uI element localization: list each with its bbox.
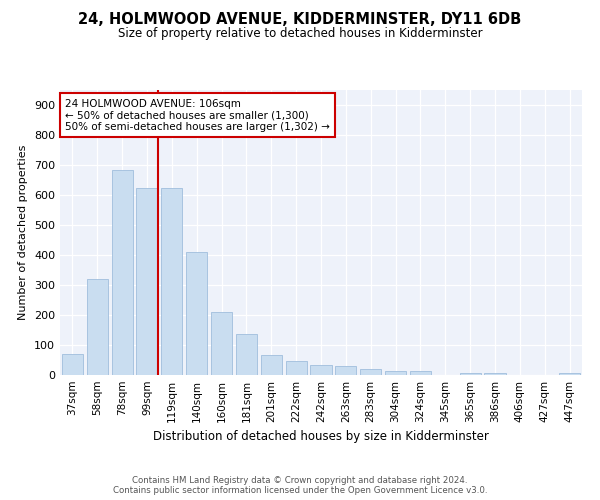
Bar: [62, 354, 83, 375]
Bar: [310, 364, 332, 375]
Bar: [335, 366, 356, 375]
Bar: [87, 279, 108, 375]
Bar: [410, 372, 431, 375]
Bar: [460, 372, 481, 375]
Text: Contains HM Land Registry data © Crown copyright and database right 2024.
Contai: Contains HM Land Registry data © Crown c…: [113, 476, 487, 495]
Bar: [360, 369, 381, 375]
Y-axis label: Number of detached properties: Number of detached properties: [19, 145, 28, 320]
Bar: [559, 372, 580, 375]
Text: 24 HOLMWOOD AVENUE: 106sqm
← 50% of detached houses are smaller (1,300)
50% of s: 24 HOLMWOOD AVENUE: 106sqm ← 50% of deta…: [65, 98, 330, 132]
Bar: [136, 188, 158, 375]
Text: Size of property relative to detached houses in Kidderminster: Size of property relative to detached ho…: [118, 28, 482, 40]
Text: 24, HOLMWOOD AVENUE, KIDDERMINSTER, DY11 6DB: 24, HOLMWOOD AVENUE, KIDDERMINSTER, DY11…: [79, 12, 521, 28]
Bar: [484, 372, 506, 375]
Bar: [385, 372, 406, 375]
X-axis label: Distribution of detached houses by size in Kidderminster: Distribution of detached houses by size …: [153, 430, 489, 444]
Bar: [286, 361, 307, 375]
Bar: [236, 334, 257, 375]
Bar: [211, 312, 232, 375]
Bar: [112, 170, 133, 375]
Bar: [186, 252, 207, 375]
Bar: [161, 188, 182, 375]
Bar: [261, 354, 282, 375]
